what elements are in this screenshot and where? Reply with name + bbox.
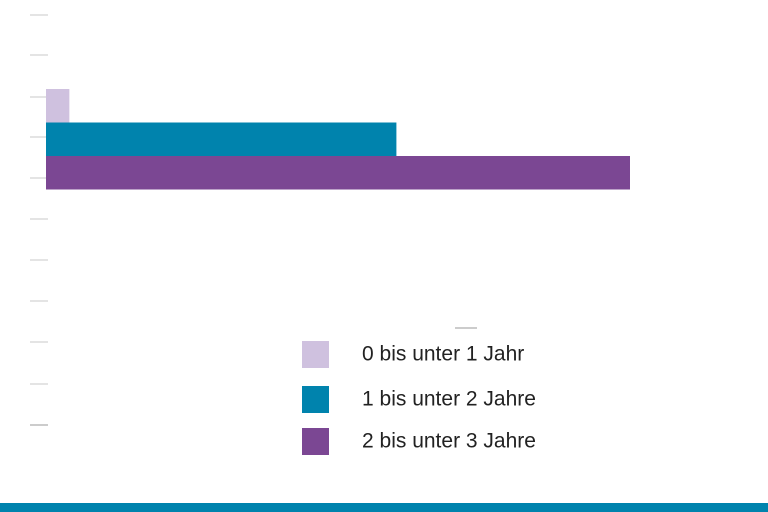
bar (46, 156, 630, 190)
legend-label: 1 bis unter 2 Jahre (362, 388, 536, 411)
bar (46, 122, 397, 156)
legend-swatch (302, 341, 329, 368)
legend-label: 2 bis unter 3 Jahre (362, 430, 536, 453)
axis-decoration (30, 14, 477, 426)
legend-label: 0 bis unter 1 Jahr (362, 343, 524, 366)
bar (46, 89, 70, 123)
legend-swatch (302, 386, 329, 413)
legend-swatch (302, 428, 329, 455)
footer-stripe (0, 503, 768, 512)
